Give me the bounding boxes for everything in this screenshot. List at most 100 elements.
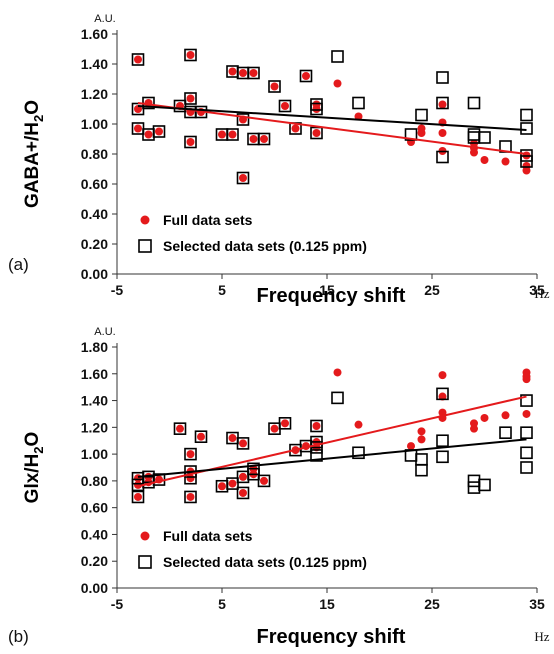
- legend-label-selected: Selected data sets (0.125 ppm): [163, 554, 367, 570]
- data-point-full: [281, 419, 289, 428]
- y-axis-label: GABA+/H2O: [22, 100, 46, 208]
- data-point-full: [312, 129, 321, 137]
- y-tick-label: 1.20: [81, 86, 108, 102]
- data-point-selected: [257, 474, 271, 488]
- data-point-selected: [236, 113, 250, 126]
- data-point-selected: [194, 430, 208, 444]
- y-tick-label: 0.80: [81, 146, 108, 162]
- data-point-full: [228, 67, 237, 76]
- data-point-selected: [131, 490, 145, 504]
- y-tick-label: 0.80: [81, 473, 108, 489]
- data-point-selected: [415, 453, 428, 466]
- panel-label: (a): [8, 255, 29, 274]
- data-point-selected: [268, 80, 281, 93]
- chart-panel-a: 0.00 0.20 0.40 0.60 0.80 1.00 1.20 1.40 1.60 -5 5 1…: [8, 13, 550, 307]
- data-point-full: [186, 138, 195, 146]
- y-tick-label: 0.40: [81, 526, 108, 542]
- data-point-selected: [520, 446, 533, 460]
- y-tick-label: 0.60: [81, 176, 108, 192]
- trendline-selected: [137, 105, 527, 131]
- data-point-selected: [404, 128, 418, 141]
- data-point-full: [144, 130, 153, 139]
- y-tick-label: 1.40: [81, 393, 108, 409]
- legend-marker-selected: [138, 239, 152, 253]
- data-point-selected: [352, 96, 365, 110]
- data-point-full: [197, 432, 205, 441]
- legend-marker-selected: [138, 555, 152, 569]
- x-tick-label: 15: [319, 282, 335, 298]
- x-tick-label: 15: [319, 596, 335, 612]
- x-tick-label: 25: [424, 282, 440, 298]
- data-point-full: [218, 482, 226, 491]
- data-point-selected: [520, 461, 533, 474]
- data-point-selected: [278, 417, 292, 430]
- data-point-full: [186, 94, 195, 103]
- data-point-full: [417, 427, 426, 436]
- data-point-full: [186, 474, 195, 483]
- legend-marker-full: [140, 215, 150, 225]
- data-point-full: [333, 79, 342, 88]
- data-point-selected: [173, 422, 187, 435]
- legend-label-full: Full data sets: [163, 212, 253, 228]
- data-point-full: [134, 480, 142, 489]
- data-point-full: [155, 127, 163, 136]
- data-point-full: [333, 368, 342, 377]
- data-point-full: [228, 130, 237, 139]
- data-point-full: [260, 476, 268, 485]
- data-point-selected: [152, 125, 166, 138]
- data-point-full: [438, 392, 447, 401]
- trendline-full: [137, 102, 527, 155]
- y-tick-label: 1.00: [81, 116, 108, 132]
- data-point-selected: [247, 66, 260, 80]
- data-point-full: [218, 130, 226, 139]
- data-point-selected: [478, 131, 491, 144]
- data-point-selected: [278, 99, 292, 113]
- y-tick-label: 0.60: [81, 500, 108, 516]
- data-point-selected: [436, 71, 449, 84]
- data-point-full: [312, 105, 321, 113]
- data-point-selected: [299, 69, 313, 83]
- data-point-selected: [436, 96, 449, 110]
- data-point-full: [302, 72, 310, 80]
- data-point-selected: [184, 92, 197, 105]
- data-point-selected: [331, 391, 344, 405]
- data-point-full: [417, 129, 426, 137]
- data-point-full: [312, 421, 321, 430]
- data-point-selected: [415, 463, 428, 477]
- data-point-selected: [184, 490, 197, 504]
- data-point-full: [134, 55, 142, 64]
- data-point-selected: [520, 122, 533, 135]
- data-point-full: [239, 488, 247, 497]
- data-point-full: [186, 492, 195, 501]
- data-point-full: [522, 375, 531, 384]
- data-point-full: [522, 166, 531, 175]
- y-tick-label: 0.00: [81, 266, 108, 282]
- data-point-full: [522, 409, 531, 418]
- data-point-full: [260, 135, 268, 143]
- data-point-selected: [520, 426, 533, 439]
- data-point-selected: [499, 426, 512, 439]
- data-point-full: [134, 124, 142, 133]
- data-point-selected: [331, 50, 344, 63]
- y-tick-label: 1.60: [81, 26, 108, 42]
- y-tick-label: 0.20: [81, 236, 108, 252]
- legend: Full data sets Selected data sets (0.125 …: [138, 528, 367, 570]
- data-point-selected: [257, 132, 271, 146]
- data-point-full: [186, 450, 195, 459]
- chart-panel-b: 0.00 0.20 0.40 0.60 0.80 1.00 1.20 1.40 1.60 1.80…: [8, 326, 550, 648]
- x-tick-label: -5: [111, 596, 124, 612]
- y-tick-label: 1.00: [81, 446, 108, 462]
- data-point-full: [239, 439, 247, 448]
- x-axis-label: Frequency shift: [257, 285, 406, 307]
- data-point-full: [134, 492, 142, 501]
- data-point-full: [407, 442, 415, 451]
- data-point-full: [501, 157, 510, 166]
- data-point-selected: [436, 150, 449, 164]
- data-point-selected: [310, 441, 323, 454]
- data-point-full: [249, 135, 258, 143]
- data-point-selected: [184, 48, 197, 62]
- data-point-selected: [310, 126, 323, 140]
- y-tick-label: 1.80: [81, 339, 108, 355]
- x-axis-label: Frequency shift: [257, 626, 406, 648]
